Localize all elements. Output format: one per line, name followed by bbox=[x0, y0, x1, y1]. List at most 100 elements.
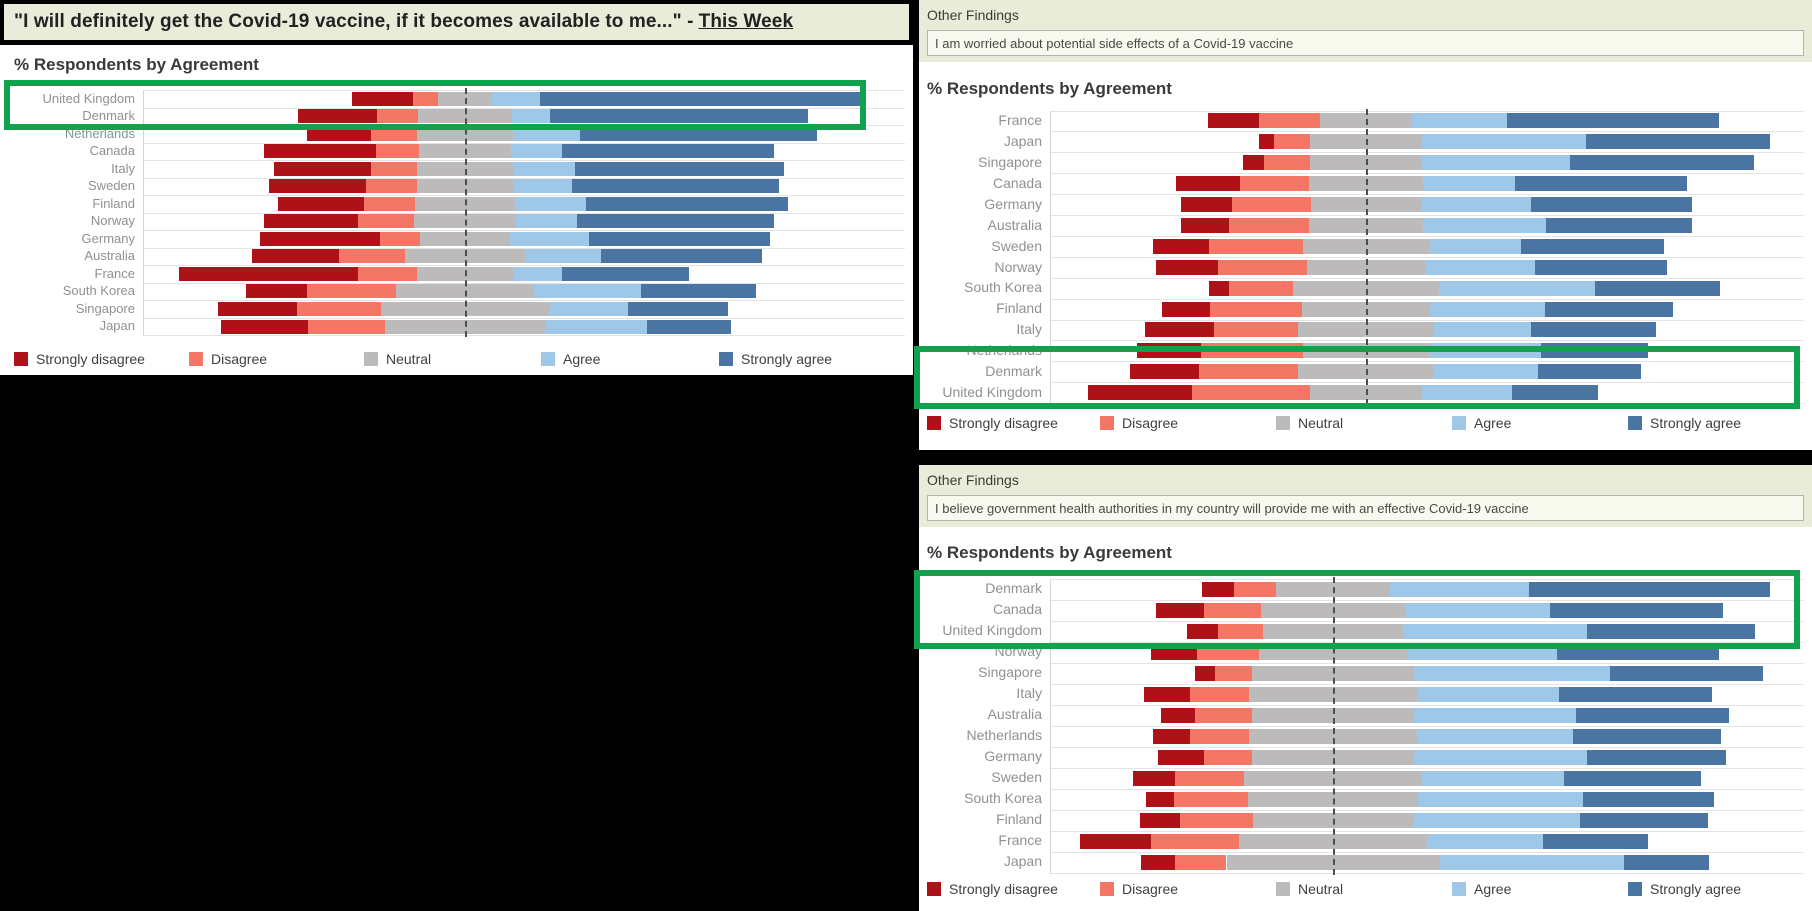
bar-segment-strongly-agree[interactable] bbox=[561, 144, 774, 159]
bar-segment-neutral[interactable] bbox=[1249, 728, 1417, 744]
bar-segment-disagree[interactable] bbox=[1195, 707, 1253, 723]
bar-segment-strongly-agree[interactable] bbox=[577, 214, 774, 229]
bar-segment-strongly-disagree[interactable] bbox=[1161, 301, 1211, 317]
bar-segment-disagree[interactable] bbox=[1151, 833, 1240, 849]
bar-segment-neutral[interactable] bbox=[1243, 770, 1423, 786]
legend-item-strongly-agree[interactable]: Strongly agree bbox=[1628, 415, 1741, 431]
bar-segment-disagree[interactable] bbox=[308, 319, 385, 334]
bar-segment-neutral[interactable] bbox=[384, 319, 546, 334]
bar-segment-strongly-disagree[interactable] bbox=[1129, 364, 1199, 380]
bar-segment-strongly-agree[interactable] bbox=[588, 231, 770, 246]
bar-segment-agree[interactable] bbox=[1412, 812, 1581, 828]
bar-segment-neutral[interactable] bbox=[1252, 665, 1414, 681]
bar-segment-strongly-disagree[interactable] bbox=[1141, 854, 1176, 870]
bar-segment-agree[interactable] bbox=[1402, 623, 1588, 639]
bar-segment-disagree[interactable] bbox=[377, 109, 418, 124]
bar-segment-strongly-disagree[interactable] bbox=[263, 144, 376, 159]
bar-segment-strongly-disagree[interactable] bbox=[1180, 197, 1232, 213]
legend-item-disagree[interactable]: Disagree bbox=[1100, 881, 1178, 897]
bar-segment-agree[interactable] bbox=[1439, 854, 1625, 870]
legend-item-agree[interactable]: Agree bbox=[1452, 881, 1511, 897]
bar-segment-agree[interactable] bbox=[1423, 217, 1547, 233]
legend-item-agree[interactable]: Agree bbox=[1452, 415, 1511, 431]
bar-segment-disagree[interactable] bbox=[357, 266, 417, 281]
bar-segment-strongly-agree[interactable] bbox=[1534, 259, 1668, 275]
bar-segment-neutral[interactable] bbox=[417, 109, 513, 124]
bar-segment-strongly-disagree[interactable] bbox=[263, 214, 358, 229]
bar-segment-agree[interactable] bbox=[1405, 602, 1551, 618]
bar-segment-disagree[interactable] bbox=[1189, 728, 1250, 744]
bar-segment-agree[interactable] bbox=[545, 319, 648, 334]
bar-segment-agree[interactable] bbox=[1426, 833, 1544, 849]
bar-segment-strongly-agree[interactable] bbox=[1609, 665, 1764, 681]
bar-segment-neutral[interactable] bbox=[1263, 623, 1403, 639]
bar-segment-strongly-disagree[interactable] bbox=[1155, 602, 1204, 618]
legend-item-strongly-disagree[interactable]: Strongly disagree bbox=[927, 881, 1058, 897]
bar-segment-strongly-agree[interactable] bbox=[1543, 833, 1649, 849]
bar-segment-agree[interactable] bbox=[1433, 364, 1539, 380]
bar-segment-disagree[interactable] bbox=[296, 302, 381, 316]
bar-segment-strongly-disagree[interactable] bbox=[1202, 581, 1234, 597]
bar-segment-strongly-agree[interactable] bbox=[1506, 113, 1719, 129]
bar-segment-strongly-agree[interactable] bbox=[561, 266, 690, 281]
bar-segment-disagree[interactable] bbox=[365, 179, 417, 194]
bar-segment-neutral[interactable] bbox=[416, 126, 514, 141]
bar-segment-agree[interactable] bbox=[1429, 301, 1545, 317]
bar-segment-strongly-disagree[interactable] bbox=[221, 319, 309, 334]
bar-segment-disagree[interactable] bbox=[364, 196, 416, 211]
bar-segment-strongly-disagree[interactable] bbox=[277, 196, 365, 211]
bar-segment-neutral[interactable] bbox=[405, 249, 525, 264]
bar-segment-agree[interactable] bbox=[1413, 707, 1576, 723]
bar-segment-agree[interactable] bbox=[513, 179, 573, 194]
bar-segment-agree[interactable] bbox=[512, 109, 551, 124]
bar-segment-disagree[interactable] bbox=[357, 214, 414, 229]
question-dropdown-government[interactable]: I believe government health authorities … bbox=[927, 495, 1804, 521]
bar-segment-disagree[interactable] bbox=[370, 126, 417, 141]
legend-item-neutral[interactable]: Neutral bbox=[1276, 881, 1343, 897]
bar-segment-agree[interactable] bbox=[1422, 155, 1571, 171]
bar-segment-strongly-agree[interactable] bbox=[1587, 749, 1727, 765]
legend-item-neutral[interactable]: Neutral bbox=[1276, 415, 1343, 431]
bar-segment-disagree[interactable] bbox=[1217, 623, 1264, 639]
bar-segment-neutral[interactable] bbox=[1308, 217, 1424, 233]
bar-segment-disagree[interactable] bbox=[1189, 686, 1250, 702]
bar-segment-neutral[interactable] bbox=[1309, 155, 1423, 171]
bar-segment-strongly-disagree[interactable] bbox=[297, 109, 378, 124]
bar-segment-strongly-agree[interactable] bbox=[572, 179, 779, 194]
bar-segment-strongly-disagree[interactable] bbox=[252, 249, 339, 264]
bar-segment-strongly-agree[interactable] bbox=[1530, 197, 1692, 213]
bar-segment-agree[interactable] bbox=[1413, 749, 1588, 765]
bar-segment-disagree[interactable] bbox=[1203, 749, 1253, 765]
bar-segment-agree[interactable] bbox=[1416, 686, 1559, 702]
bar-segment-agree[interactable] bbox=[1423, 176, 1516, 192]
bar-segment-neutral[interactable] bbox=[438, 91, 492, 106]
bar-segment-agree[interactable] bbox=[533, 284, 641, 299]
bar-segment-neutral[interactable] bbox=[416, 161, 514, 176]
bar-segment-strongly-agree[interactable] bbox=[550, 109, 808, 124]
bar-segment-agree[interactable] bbox=[509, 231, 589, 246]
title-period-link[interactable]: This Week bbox=[698, 11, 794, 32]
bar-segment-disagree[interactable] bbox=[1203, 602, 1261, 618]
bar-segment-strongly-agree[interactable] bbox=[647, 319, 732, 334]
bar-segment-strongly-disagree[interactable] bbox=[1080, 833, 1152, 849]
bar-segment-neutral[interactable] bbox=[1253, 812, 1413, 828]
bar-segment-strongly-disagree[interactable] bbox=[1158, 749, 1204, 765]
bar-segment-strongly-disagree[interactable] bbox=[306, 126, 371, 141]
bar-segment-agree[interactable] bbox=[513, 266, 562, 281]
bar-segment-agree[interactable] bbox=[514, 196, 587, 211]
bar-segment-disagree[interactable] bbox=[1258, 113, 1320, 129]
bar-segment-strongly-disagree[interactable] bbox=[1195, 665, 1216, 681]
bar-segment-disagree[interactable] bbox=[1274, 134, 1310, 150]
bar-segment-neutral[interactable] bbox=[1309, 385, 1423, 401]
bar-segment-neutral[interactable] bbox=[416, 179, 514, 194]
bar-segment-strongly-disagree[interactable] bbox=[259, 231, 380, 246]
bar-segment-disagree[interactable] bbox=[1173, 791, 1248, 807]
bar-segment-strongly-disagree[interactable] bbox=[1144, 322, 1214, 338]
bar-segment-strongly-agree[interactable] bbox=[1575, 707, 1730, 723]
question-dropdown-side-effects[interactable]: I am worried about potential side effect… bbox=[927, 30, 1804, 56]
bar-segment-strongly-agree[interactable] bbox=[601, 249, 763, 264]
bar-segment-disagree[interactable] bbox=[412, 91, 439, 106]
bar-segment-disagree[interactable] bbox=[306, 284, 397, 299]
bar-segment-strongly-disagree[interactable] bbox=[268, 179, 366, 194]
bar-segment-neutral[interactable] bbox=[1293, 280, 1439, 296]
